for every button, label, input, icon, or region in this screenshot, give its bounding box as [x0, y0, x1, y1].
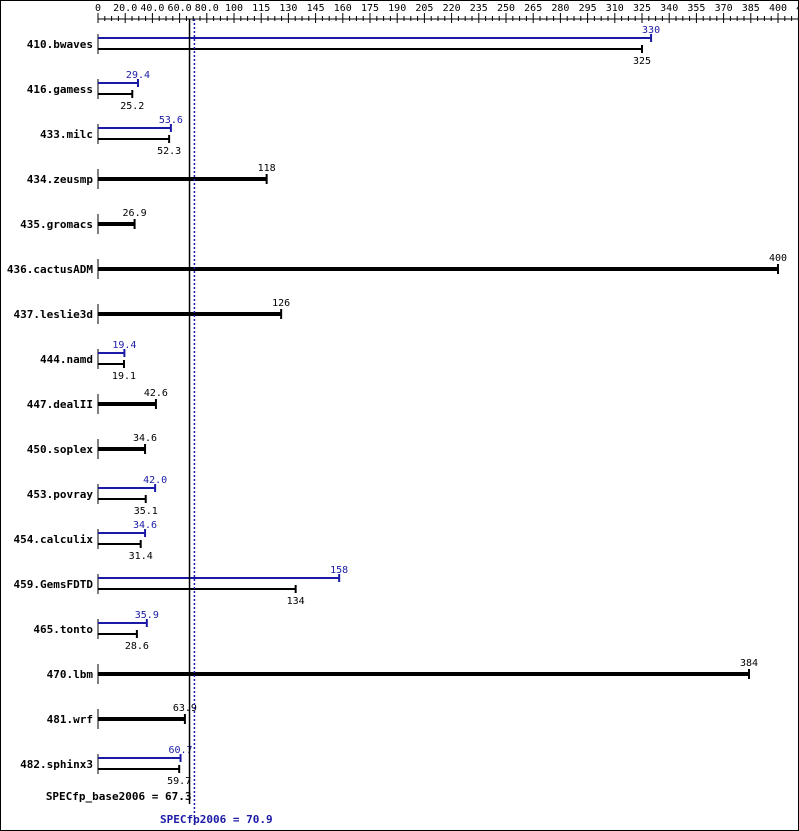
- base-value-label: 126: [272, 298, 290, 309]
- benchmark-label: 437.leslie3d: [14, 308, 93, 321]
- x-tick-label: 325: [633, 3, 651, 14]
- benchmark-label: 453.povray: [27, 488, 94, 501]
- base-value-label: 25.2: [120, 101, 144, 112]
- base-summary-label: SPECfp_base2006 = 67.3: [46, 790, 192, 803]
- benchmark-label: 435.gromacs: [20, 218, 93, 231]
- x-tick-label: 385: [742, 3, 760, 14]
- base-value-label: 34.6: [133, 433, 157, 444]
- x-tick-label: 160: [334, 3, 352, 14]
- benchmark-label: 416.gamess: [27, 83, 93, 96]
- x-tick-label: 340: [660, 3, 678, 14]
- x-tick-label: 40.0: [140, 3, 164, 14]
- peak-value-label: 158: [330, 565, 348, 576]
- x-tick-label: 310: [606, 3, 624, 14]
- peak-value-label: 34.6: [133, 520, 157, 531]
- x-tick-label: 295: [579, 3, 597, 14]
- peak-value-label: 19.4: [112, 340, 136, 351]
- x-tick-label: 20.0: [113, 3, 137, 14]
- peak-value-label: 53.6: [159, 115, 183, 126]
- base-value-label: 31.4: [129, 551, 153, 562]
- x-tick-label: 205: [415, 3, 433, 14]
- x-tick-label: 100: [225, 3, 243, 14]
- benchmark-label: 433.milc: [40, 128, 93, 141]
- peak-value-label: 42.0: [143, 475, 167, 486]
- x-tick-label: 130: [279, 3, 297, 14]
- benchmark-label: 450.soplex: [27, 443, 94, 456]
- benchmark-label: 470.lbm: [47, 668, 94, 681]
- base-value-label: 42.6: [144, 388, 168, 399]
- x-tick-label: 190: [388, 3, 406, 14]
- x-tick-label: 115: [252, 3, 270, 14]
- peak-value-label: 29.4: [126, 70, 150, 81]
- base-value-label: 59.7: [167, 776, 191, 787]
- base-value-label: 35.1: [134, 506, 158, 517]
- base-value-label: 325: [633, 56, 651, 67]
- base-value-label: 63.9: [173, 703, 197, 714]
- benchmark-label: 410.bwaves: [27, 38, 93, 51]
- base-value-label: 400: [769, 253, 787, 264]
- x-tick-label: 265: [524, 3, 542, 14]
- peak-value-label: 330: [642, 25, 660, 36]
- x-tick-label: 175: [361, 3, 379, 14]
- x-tick-label: 280: [551, 3, 569, 14]
- base-value-label: 118: [258, 163, 276, 174]
- benchmark-label: 436.cactusADM: [7, 263, 93, 276]
- x-tick-label: 250: [497, 3, 515, 14]
- benchmark-label: 447.dealII: [27, 398, 93, 411]
- base-value-label: 52.3: [157, 146, 181, 157]
- x-tick-label: 0: [95, 3, 101, 14]
- base-value-label: 26.9: [123, 208, 147, 219]
- peak-value-label: 60.7: [169, 745, 193, 756]
- base-value-label: 134: [287, 596, 305, 607]
- benchmark-label: 444.namd: [40, 353, 93, 366]
- base-value-label: 384: [740, 658, 758, 669]
- x-tick-label: 370: [715, 3, 733, 14]
- benchmark-label: 482.sphinx3: [20, 758, 93, 771]
- benchmark-label: 454.calculix: [14, 533, 94, 546]
- x-tick-label: 60.0: [168, 3, 192, 14]
- peak-summary-label: SPECfp2006 = 70.9: [160, 813, 273, 826]
- x-tick-label: 235: [470, 3, 488, 14]
- base-value-label: 28.6: [125, 641, 149, 652]
- benchmark-label: 459.GemsFDTD: [14, 578, 94, 591]
- x-tick-label: 80.0: [195, 3, 219, 14]
- base-value-label: 19.1: [112, 371, 136, 382]
- benchmark-label: 481.wrf: [47, 713, 93, 726]
- benchmark-label: 465.tonto: [33, 623, 93, 636]
- x-tick-label: 355: [687, 3, 705, 14]
- benchmark-label: 434.zeusmp: [27, 173, 94, 186]
- x-tick-label: 145: [307, 3, 325, 14]
- x-tick-label: 405: [796, 3, 799, 14]
- x-tick-label: 220: [443, 3, 461, 14]
- x-tick-label: 400: [769, 3, 787, 14]
- peak-value-label: 35.9: [135, 610, 159, 621]
